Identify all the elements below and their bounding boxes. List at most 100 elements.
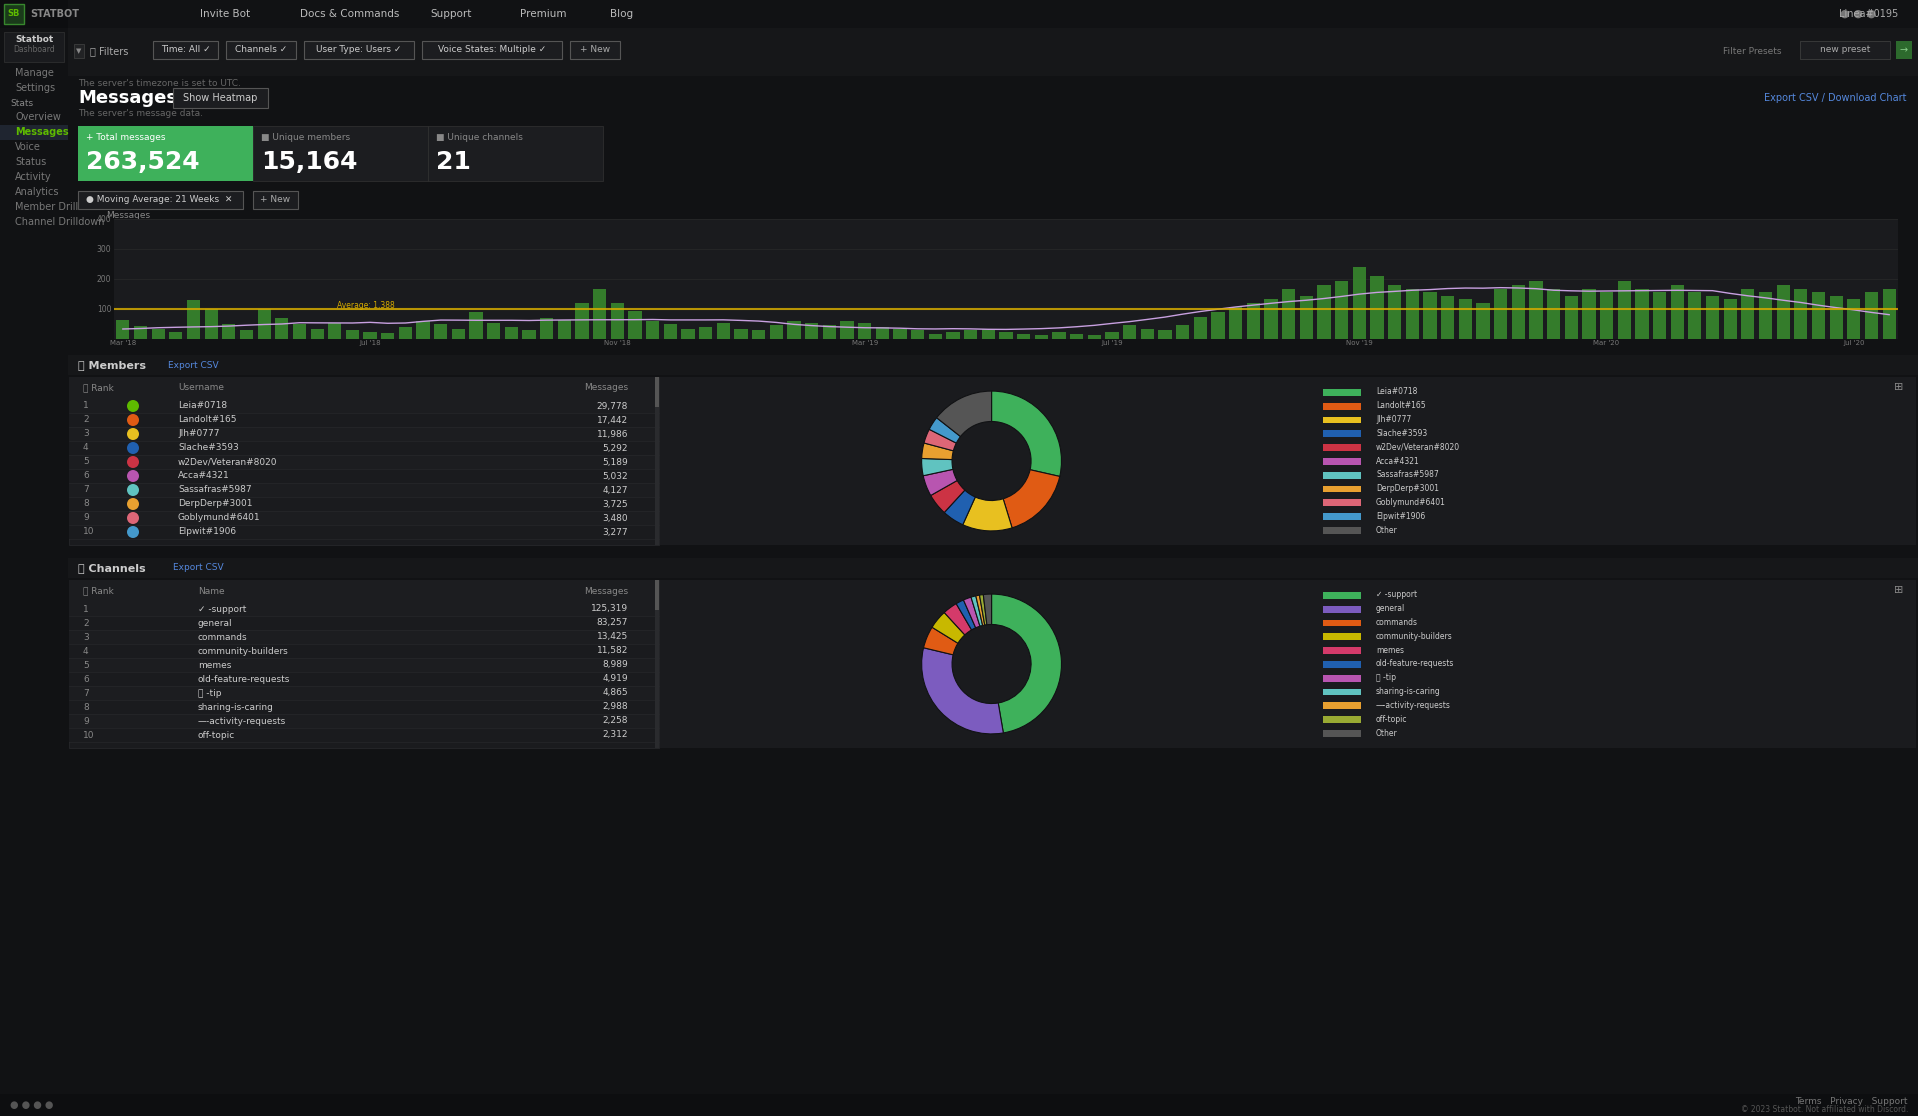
Wedge shape (971, 596, 982, 626)
Bar (1847, 299, 1860, 339)
Bar (1617, 281, 1630, 339)
Bar (79, 191, 244, 209)
Bar (1389, 285, 1402, 339)
Text: 4: 4 (82, 443, 88, 452)
Wedge shape (963, 497, 1013, 531)
Bar (1511, 285, 1525, 339)
Bar (69, 377, 660, 400)
Text: 8: 8 (82, 702, 88, 712)
Bar (303, 41, 414, 59)
Bar (69, 441, 660, 455)
Bar (67, 558, 1918, 578)
Text: 125,319: 125,319 (591, 605, 627, 614)
Bar (1070, 334, 1084, 339)
Text: Export CSV / Download Chart: Export CSV / Download Chart (1763, 93, 1906, 103)
Text: Jlh#0777: Jlh#0777 (1375, 415, 1412, 424)
Bar (840, 321, 854, 339)
Text: 8: 8 (82, 500, 88, 509)
Bar (1406, 289, 1419, 339)
Text: 3: 3 (82, 430, 88, 439)
Bar (1776, 285, 1789, 339)
Bar (646, 321, 660, 339)
Text: Show Heatmap: Show Heatmap (182, 93, 257, 103)
Bar (570, 41, 620, 59)
Text: Voice States: Multiple ✓: Voice States: Multiple ✓ (437, 46, 547, 55)
Bar (928, 334, 942, 339)
Bar (656, 580, 660, 748)
Text: Status: Status (15, 157, 46, 167)
Bar (422, 41, 562, 59)
Text: Terms   Privacy   Support: Terms Privacy Support (1795, 1097, 1908, 1106)
Bar (253, 191, 297, 209)
Bar (1688, 292, 1701, 339)
Bar (1229, 307, 1243, 339)
Text: 11,986: 11,986 (596, 430, 627, 439)
Bar (541, 318, 554, 339)
Bar (735, 328, 748, 339)
Bar (1088, 336, 1101, 339)
Bar (69, 602, 660, 616)
Bar (769, 325, 783, 339)
Bar (1176, 325, 1189, 339)
Bar (1724, 299, 1738, 339)
Bar (205, 309, 219, 339)
Bar (1323, 444, 1362, 451)
Bar (1883, 289, 1895, 339)
Bar (946, 331, 959, 339)
Wedge shape (944, 604, 972, 635)
Text: ✓ -support: ✓ -support (1375, 590, 1417, 599)
Bar (558, 319, 572, 339)
Circle shape (127, 498, 138, 510)
Text: Manage: Manage (15, 68, 54, 78)
Bar (345, 330, 359, 339)
Bar (1323, 472, 1362, 479)
Text: Elpwit#1906: Elpwit#1906 (1375, 512, 1425, 521)
Text: 4: 4 (82, 646, 88, 655)
Text: SB: SB (8, 10, 21, 19)
Text: w2Dev/Veteran#8020: w2Dev/Veteran#8020 (178, 458, 278, 466)
Bar (1323, 416, 1362, 423)
Bar (69, 413, 660, 427)
Bar (69, 580, 660, 748)
Text: old-feature-requests: old-feature-requests (198, 674, 290, 683)
Bar (788, 321, 800, 339)
Wedge shape (992, 391, 1061, 477)
Text: 6: 6 (82, 674, 88, 683)
Text: 9: 9 (82, 513, 88, 522)
Bar (593, 289, 606, 339)
Text: Export CSV: Export CSV (169, 360, 219, 369)
Text: ▼: ▼ (77, 48, 82, 54)
Bar (311, 328, 324, 339)
Bar (1830, 296, 1843, 339)
Text: Sassafras#5987: Sassafras#5987 (1375, 470, 1438, 479)
Text: Goblymund#6401: Goblymund#6401 (1375, 498, 1446, 507)
Text: Channel Drilldown: Channel Drilldown (15, 217, 104, 227)
Text: 3,277: 3,277 (602, 528, 627, 537)
Text: 11,582: 11,582 (596, 646, 627, 655)
Bar (222, 324, 236, 339)
Bar (257, 309, 270, 339)
Bar (1565, 296, 1579, 339)
Bar (877, 327, 888, 339)
Text: 5: 5 (82, 458, 88, 466)
Bar (1335, 281, 1348, 339)
Bar (522, 330, 535, 339)
Wedge shape (984, 594, 992, 625)
Bar (1323, 647, 1362, 654)
Bar (173, 88, 269, 108)
Text: Messages: Messages (79, 89, 176, 107)
Circle shape (127, 526, 138, 538)
Bar (67, 28, 1918, 76)
Bar (69, 672, 660, 686)
Wedge shape (957, 600, 976, 629)
Text: Acca#4321: Acca#4321 (178, 471, 230, 481)
Text: 8,989: 8,989 (602, 661, 627, 670)
Wedge shape (923, 443, 953, 460)
Bar (69, 400, 660, 413)
Bar (1323, 633, 1362, 641)
Bar (1323, 513, 1362, 520)
Bar (656, 377, 660, 407)
Text: 5,189: 5,189 (602, 458, 627, 466)
Bar (660, 377, 1916, 545)
Text: Acca#4321: Acca#4321 (1375, 456, 1419, 465)
